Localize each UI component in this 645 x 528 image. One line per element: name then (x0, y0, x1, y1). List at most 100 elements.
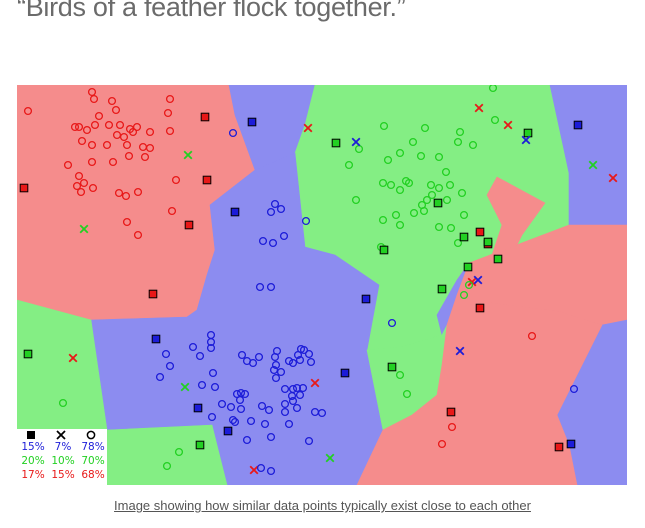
point-red-cross-2-1 (474, 103, 484, 113)
point-blue-circle-7-13 (206, 343, 216, 353)
point-red-circle-3-2 (437, 439, 447, 449)
legend-square-icon (27, 431, 35, 439)
point-red-circle-0-42 (133, 230, 143, 240)
point-blue-circle-7-69 (257, 401, 267, 411)
point-red-cross-2-5 (310, 378, 320, 388)
point-blue-circle-7-40 (276, 367, 286, 377)
point-green-circle-4-43 (402, 389, 412, 399)
legend-cross-b (56, 430, 66, 440)
point-red-cross-2-0 (303, 123, 313, 133)
point-red-cross-2-4-stroke-b (68, 353, 78, 363)
point-red-circle-0-8 (70, 122, 80, 132)
point-green-circle-4-32 (378, 215, 388, 225)
point-red-circle-0-21 (132, 122, 142, 132)
point-green-square-5-3 (483, 237, 493, 247)
point-blue-circle-7-37 (296, 344, 306, 354)
point-red-circle-0-6 (74, 122, 84, 132)
point-blue-circle-7-47 (288, 396, 298, 406)
point-green-square-5-7 (437, 284, 447, 294)
point-green-circle-4-24 (422, 195, 432, 205)
point-blue-square-8-0 (247, 117, 257, 127)
point-blue-square-8-6 (223, 426, 233, 436)
point-green-circle-4-34 (395, 220, 405, 230)
point-red-circle-0-33 (121, 191, 131, 201)
point-blue-circle-7-72 (569, 384, 579, 394)
point-blue-circle-7-10 (387, 318, 397, 328)
point-green-circle-4-22 (427, 190, 437, 200)
point-blue-circle-7-68 (236, 404, 246, 414)
point-red-square-1-3 (184, 220, 194, 230)
point-blue-circle-7-26 (254, 352, 264, 362)
point-red-cross-2-3 (608, 173, 618, 183)
point-blue-circle-7-45 (298, 383, 308, 393)
legend-red-value-1: 15% (51, 469, 74, 481)
point-blue-square-8-2 (361, 294, 371, 304)
point-green-circle-4-30 (459, 210, 469, 220)
point-red-cross-2-2-stroke-b (503, 120, 513, 130)
image-caption[interactable]: Image showing how similar data points ty… (114, 498, 531, 513)
point-blue-cross-9-1 (521, 135, 531, 145)
point-red-cross-2-2 (503, 120, 513, 130)
point-green-cross-6-0-stroke-b (183, 150, 193, 160)
point-blue-circle-7-62 (228, 415, 238, 425)
point-red-circle-0-11 (115, 120, 125, 130)
point-red-circle-0-37 (163, 108, 173, 118)
point-blue-cross-9-3-stroke-b (455, 346, 465, 356)
point-red-circle-0-5 (94, 111, 104, 121)
point-blue-circle-7-41 (280, 384, 290, 394)
point-blue-circle-7-34 (295, 355, 305, 365)
point-green-circle-4-15 (445, 180, 455, 190)
point-blue-circle-7-59 (235, 395, 245, 405)
point-red-circle-0-41 (122, 217, 132, 227)
point-green-circle-4-46 (174, 447, 184, 457)
point-blue-circle-7-29 (271, 373, 281, 383)
point-red-cross-2-7 (249, 465, 259, 475)
point-green-cross-6-1 (79, 224, 89, 234)
point-green-circle-4-1 (490, 115, 500, 125)
point-green-cross-6-1-stroke-b (79, 224, 89, 234)
point-blue-cross-9-2-stroke-b (473, 275, 483, 285)
point-green-circle-4-35 (434, 222, 444, 232)
point-green-square-5-8 (523, 128, 533, 138)
point-blue-circle-7-17 (165, 361, 175, 371)
point-blue-circle-7-31 (284, 356, 294, 366)
point-blue-circle-7-49 (292, 403, 302, 413)
point-blue-circle-7-43 (292, 383, 302, 393)
point-green-circle-4-8 (395, 148, 405, 158)
point-blue-circle-7-19 (197, 380, 207, 390)
point-green-cross-6-4-stroke-b (325, 453, 335, 463)
point-green-circle-4-4 (455, 127, 465, 137)
point-red-circle-0-43 (167, 206, 177, 216)
point-blue-circle-7-8 (255, 282, 265, 292)
point-red-circle-0-23 (124, 151, 134, 161)
point-blue-circle-7-21 (210, 382, 220, 392)
point-blue-circle-7-71 (317, 408, 327, 418)
point-blue-circle-7-63 (256, 463, 266, 473)
point-blue-circle-7-0 (228, 128, 238, 138)
point-red-circle-0-18 (119, 132, 129, 142)
point-green-square-5-9 (23, 349, 33, 359)
point-red-circle-0-31 (88, 183, 98, 193)
point-blue-circle-7-61 (230, 417, 240, 427)
legend: 15% 7% 78% 20% 10% 70% 17% 15% 68% (17, 429, 107, 485)
legend-green-value-1: 10% (51, 455, 74, 467)
point-green-circle-4-31 (391, 210, 401, 220)
point-red-square-1-9 (554, 442, 564, 452)
point-green-circle-4-28 (442, 195, 452, 205)
point-blue-circle-7-5 (268, 238, 278, 248)
point-red-cross-2-4 (68, 353, 78, 363)
point-green-circle-4-19 (386, 180, 396, 190)
point-green-square-5-5 (493, 254, 503, 264)
point-red-square-1-1 (19, 183, 29, 193)
quote-heading: “Birds of a feather flock together.” (17, 0, 406, 22)
point-green-circle-4-10 (344, 160, 354, 170)
point-red-circle-0-0 (23, 106, 33, 116)
point-blue-circle-7-66 (242, 435, 252, 445)
point-blue-cross-9-0-stroke-b (351, 137, 361, 147)
point-blue-circle-7-1 (270, 199, 280, 209)
point-green-circle-4-27 (419, 206, 429, 216)
point-blue-circle-7-2 (266, 207, 276, 217)
legend-green-value-0: 20% (21, 455, 44, 467)
legend-blue-value-1: 7% (55, 441, 72, 453)
point-red-circle-0-40 (140, 152, 150, 162)
